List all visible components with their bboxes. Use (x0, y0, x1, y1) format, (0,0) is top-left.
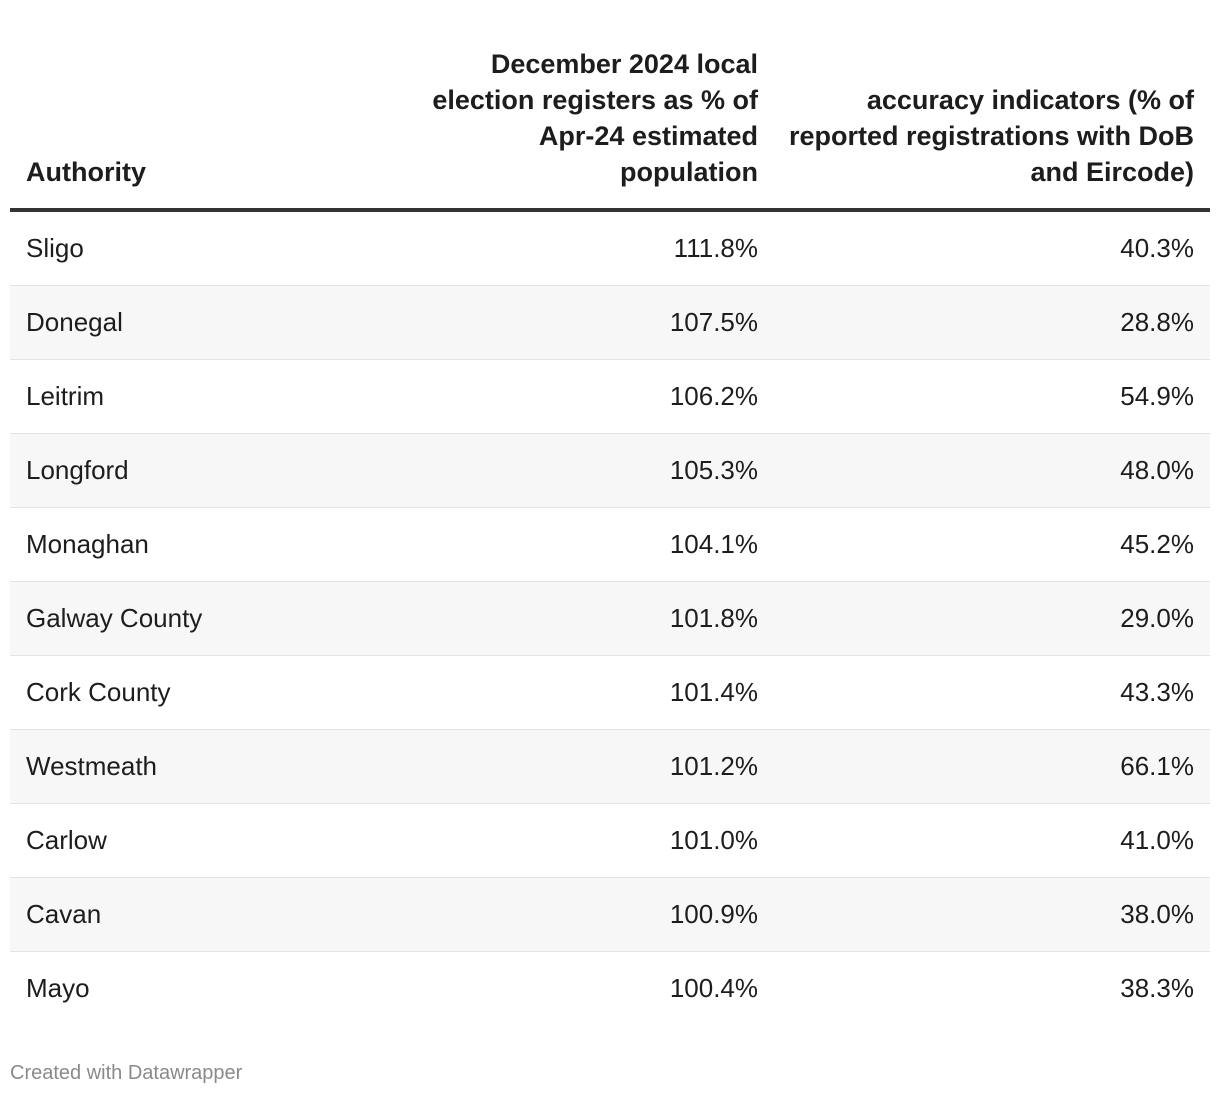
datawrapper-credit: Created with Datawrapper (10, 1062, 243, 1084)
cell-register-pct: 107.5% (400, 285, 765, 360)
cell-authority: Cavan (10, 877, 400, 952)
cell-accuracy-pct: 28.8% (765, 285, 1210, 360)
cell-authority: Carlow (10, 803, 400, 878)
cell-accuracy-pct: 41.0% (765, 803, 1210, 878)
cell-register-pct: 104.1% (400, 507, 765, 582)
cell-accuracy-pct: 48.0% (765, 433, 1210, 508)
cell-authority: Mayo (26, 973, 90, 1003)
cell-accuracy-pct: 40.3% (765, 210, 1210, 286)
cell-authority: Donegal (10, 285, 400, 360)
table-row: Cavan 100.9% 38.0% (10, 877, 1210, 952)
cell-accuracy-pct: 43.3% (765, 655, 1210, 730)
cell-register-pct: 101.8% (400, 581, 765, 656)
cell-accuracy-pct: 45.2% (765, 507, 1210, 582)
column-header-register-pct[interactable]: December 2024 local election registers a… (400, 0, 765, 212)
cell-authority: Galway County (10, 581, 400, 656)
cell-authority: Longford (10, 433, 400, 508)
table-row: Mayo 100.4% 38.3% (10, 952, 1210, 1026)
cell-register-pct: 111.8% (400, 210, 765, 286)
header-row: Authority December 2024 local election r… (10, 0, 1210, 212)
cell-register-pct: 101.0% (400, 803, 765, 878)
cell-authority: Leitrim (10, 359, 400, 434)
data-table: Authority December 2024 local election r… (10, 0, 1210, 1025)
cell-accuracy-pct: 66.1% (765, 729, 1210, 804)
table-header: Authority December 2024 local election r… (10, 0, 1210, 212)
table-row: Donegal 107.5% 28.8% (10, 285, 1210, 360)
cell-authority: Monaghan (10, 507, 400, 582)
table-row: Galway County 101.8% 29.0% (10, 581, 1210, 656)
cell-accuracy-pct: 29.0% (765, 581, 1210, 656)
datawrapper-table-container: Authority December 2024 local election r… (10, 0, 1210, 1025)
cell-register-pct: 100.4% (669, 973, 758, 1003)
cell-authority: Cork County (10, 655, 400, 730)
cell-register-pct: 101.2% (400, 729, 765, 804)
table-row: Cork County 101.4% 43.3% (10, 655, 1210, 730)
table-row: Westmeath 101.2% 66.1% (10, 729, 1210, 804)
cell-accuracy-pct: 38.0% (765, 877, 1210, 952)
cell-authority: Sligo (10, 210, 400, 286)
table-row: Monaghan 104.1% 45.2% (10, 507, 1210, 582)
cell-register-pct: 105.3% (400, 433, 765, 508)
cell-register-pct: 101.4% (400, 655, 765, 730)
cell-authority: Westmeath (10, 729, 400, 804)
cell-accuracy-pct: 54.9% (765, 359, 1210, 434)
column-header-authority[interactable]: Authority (10, 0, 400, 212)
table-row: Carlow 101.0% 41.0% (10, 803, 1210, 878)
cell-register-pct: 100.9% (400, 877, 765, 952)
column-header-accuracy-pct[interactable]: accuracy indicators (% of reported regis… (765, 0, 1210, 212)
table-row: Leitrim 106.2% 54.9% (10, 359, 1210, 434)
table-row: Longford 105.3% 48.0% (10, 433, 1210, 508)
table-body: Sligo 111.8% 40.3% Donegal 107.5% 28.8% Leitri… (10, 210, 1210, 1025)
table-row: Sligo 111.8% 40.3% (10, 210, 1210, 286)
cell-accuracy-pct: 38.3% (1120, 973, 1194, 1003)
cell-register-pct: 106.2% (400, 359, 765, 434)
